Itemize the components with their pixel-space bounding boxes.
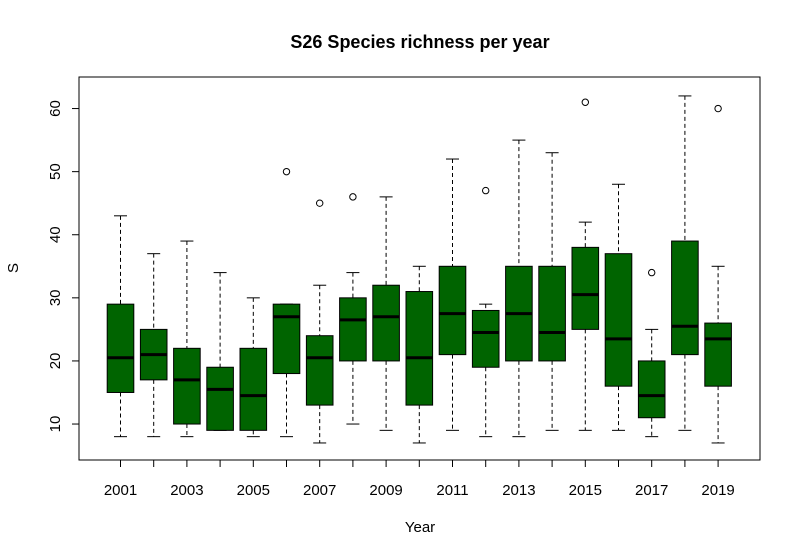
box-body bbox=[372, 284, 400, 362]
box-2001 bbox=[106, 215, 135, 438]
box-body bbox=[206, 366, 234, 431]
x-tick-label: 2003 bbox=[170, 482, 203, 499]
box-body bbox=[239, 347, 268, 431]
boxes-group bbox=[106, 95, 732, 444]
box-2009 bbox=[372, 196, 400, 431]
x-axis: 2001 2003 2005 2007 2009 2011 2013 2015 2017 2019 bbox=[104, 459, 735, 499]
box-2014 bbox=[538, 152, 566, 431]
box-2019 bbox=[704, 104, 732, 444]
outlier-point bbox=[316, 199, 324, 207]
box-body bbox=[637, 360, 666, 419]
box-body bbox=[106, 303, 135, 393]
box-body bbox=[173, 347, 201, 425]
x-tick-label: 2007 bbox=[303, 482, 336, 499]
box-2004 bbox=[206, 272, 234, 431]
box-2007 bbox=[305, 199, 334, 444]
outlier-point bbox=[282, 167, 291, 176]
box-2005 bbox=[239, 297, 268, 438]
x-tick-label: 2013 bbox=[502, 482, 535, 499]
y-tick-label: 30 bbox=[47, 289, 64, 306]
y-axis-label: S bbox=[5, 263, 22, 273]
outlier-point bbox=[714, 104, 722, 113]
box-body bbox=[305, 335, 334, 406]
x-tick-label: 2019 bbox=[701, 482, 734, 499]
box-2008 bbox=[339, 193, 367, 425]
box-2002 bbox=[139, 253, 168, 438]
box-2010 bbox=[405, 265, 434, 444]
y-axis: 10 20 30 40 50 60 bbox=[47, 100, 80, 433]
x-tick-label: 2001 bbox=[104, 482, 137, 499]
box-2015 bbox=[571, 98, 600, 431]
box-2012 bbox=[471, 186, 500, 438]
box-2017 bbox=[637, 268, 666, 438]
box-body bbox=[438, 265, 467, 356]
box-body bbox=[339, 297, 367, 362]
box-body bbox=[671, 240, 699, 356]
y-tick-label: 60 bbox=[47, 100, 64, 117]
box-body bbox=[272, 303, 301, 375]
x-axis-label: Year bbox=[405, 519, 435, 536]
outlier-point bbox=[349, 193, 357, 201]
y-tick-label: 20 bbox=[47, 353, 64, 370]
y-tick-label: 40 bbox=[47, 226, 64, 243]
x-tick-label: 2011 bbox=[436, 482, 468, 499]
outlier-point bbox=[482, 186, 490, 195]
outlier-point bbox=[648, 268, 656, 277]
x-tick-label: 2009 bbox=[369, 482, 402, 499]
box-2013 bbox=[505, 139, 533, 438]
box-body bbox=[571, 246, 600, 330]
outlier-point bbox=[581, 98, 589, 106]
box-body bbox=[405, 291, 434, 406]
chart-title: S26 Species richness per year bbox=[290, 32, 549, 52]
x-tick-label: 2015 bbox=[569, 482, 602, 499]
box-body bbox=[704, 322, 732, 387]
box-2011 bbox=[438, 158, 467, 431]
box-2018 bbox=[671, 95, 699, 431]
x-tick-label: 2017 bbox=[635, 482, 668, 499]
x-tick-label: 2005 bbox=[237, 482, 270, 499]
y-tick-label: 50 bbox=[47, 163, 64, 180]
y-tick-label: 10 bbox=[47, 416, 64, 433]
box-body bbox=[538, 265, 566, 362]
box-body bbox=[471, 309, 500, 368]
box-body bbox=[604, 253, 633, 387]
box-2006 bbox=[272, 167, 301, 438]
box-2016 bbox=[604, 183, 633, 431]
box-2003 bbox=[173, 240, 201, 438]
